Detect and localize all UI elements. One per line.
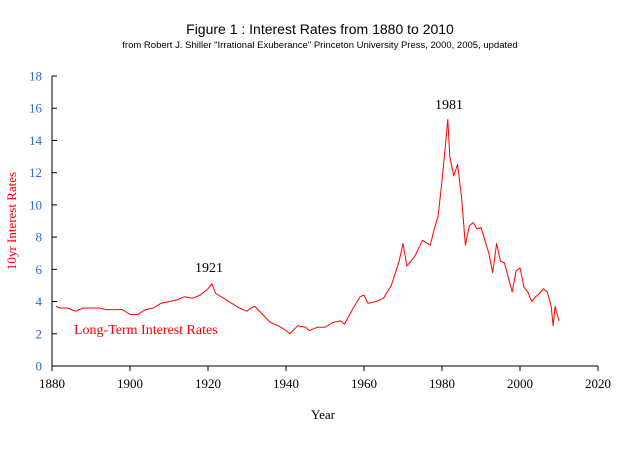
chart-subtitle: from Robert J. Shiller "Irrational Exube… bbox=[122, 40, 517, 51]
y-tick-label: 2 bbox=[36, 326, 43, 341]
plot-area bbox=[55, 119, 560, 335]
x-tick-label: 1900 bbox=[117, 376, 143, 391]
annotation-1921: 1921 bbox=[195, 261, 223, 276]
axes bbox=[51, 76, 598, 367]
series-line-0 bbox=[55, 119, 560, 335]
x-tick-label: 1920 bbox=[195, 376, 221, 391]
annotation-1981: 1981 bbox=[435, 98, 463, 113]
x-tick-label: 2020 bbox=[585, 376, 611, 391]
y-tick-label: 12 bbox=[29, 165, 42, 180]
ticks: 0 2 4 6 8 10 12 14 16 18 1880 1900 1920 1940 1960 1980 2… bbox=[29, 69, 611, 392]
x-axis-title: Year bbox=[311, 407, 336, 422]
x-tick-label: 1960 bbox=[351, 376, 377, 391]
y-tick-label: 8 bbox=[36, 230, 43, 245]
y-tick-label: 6 bbox=[36, 262, 43, 277]
chart-title: Figure 1 : Interest Rates from 1880 to 2… bbox=[186, 21, 454, 37]
series-label: Long-Term Interest Rates bbox=[74, 323, 218, 338]
x-tick-label: 1980 bbox=[429, 376, 455, 391]
y-tick-label: 18 bbox=[29, 69, 42, 84]
x-tick-label: 1880 bbox=[39, 376, 65, 391]
y-tick-label: 16 bbox=[29, 101, 43, 116]
y-tick-label: 0 bbox=[36, 359, 43, 374]
y-tick-label: 10 bbox=[29, 197, 42, 212]
x-tick-label: 1940 bbox=[273, 376, 299, 391]
y-tick-label: 14 bbox=[29, 133, 43, 148]
y-tick-label: 4 bbox=[36, 294, 43, 309]
y-axis-title: 10yr Interest Rates bbox=[4, 172, 19, 270]
x-tick-label: 2000 bbox=[507, 376, 533, 391]
